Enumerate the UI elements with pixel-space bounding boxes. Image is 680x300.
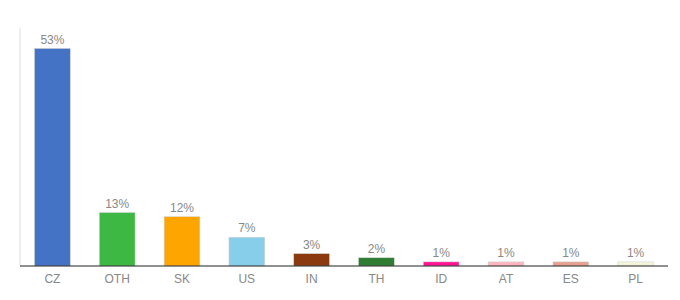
data-label: 7% <box>238 221 256 235</box>
bar <box>99 213 135 266</box>
x-tick-label: CZ <box>44 272 60 286</box>
data-label: 12% <box>170 201 194 215</box>
bar <box>164 217 200 266</box>
x-tick-label: ES <box>563 272 579 286</box>
data-label: 53% <box>40 33 64 47</box>
data-label: 1% <box>627 246 645 260</box>
data-label: 3% <box>303 238 321 252</box>
data-label: 2% <box>368 242 386 256</box>
x-tick-label: IN <box>306 272 318 286</box>
x-axis-line <box>20 265 668 266</box>
bar <box>35 49 71 266</box>
data-label: 1% <box>433 246 451 260</box>
data-label: 1% <box>562 246 580 260</box>
chart: CZ OTH SK US IN TH ID AT ES PL 53% 13% 12% 7% 3% 2% 1% 1%… <box>0 0 680 300</box>
bar <box>229 237 265 266</box>
x-tick-label: SK <box>174 272 190 286</box>
bar <box>618 262 654 266</box>
x-tick-label: AT <box>499 272 514 286</box>
bar <box>423 262 459 266</box>
x-tick-label: OTH <box>105 272 130 286</box>
x-tick-label: ID <box>435 272 447 286</box>
y-axis-line <box>20 28 21 266</box>
bar <box>294 254 330 266</box>
bar <box>553 262 589 266</box>
bar <box>488 262 524 266</box>
x-tick-label: US <box>238 272 255 286</box>
chart-container: CZ OTH SK US IN TH ID AT ES PL 53% 13% 12% 7% 3% 2% 1% 1%… <box>0 0 680 300</box>
data-label: 13% <box>105 197 129 211</box>
bar <box>359 258 395 266</box>
data-label: 1% <box>497 246 515 260</box>
x-tick-label: PL <box>628 272 643 286</box>
bars <box>35 49 654 266</box>
x-tick-label: TH <box>368 272 384 286</box>
